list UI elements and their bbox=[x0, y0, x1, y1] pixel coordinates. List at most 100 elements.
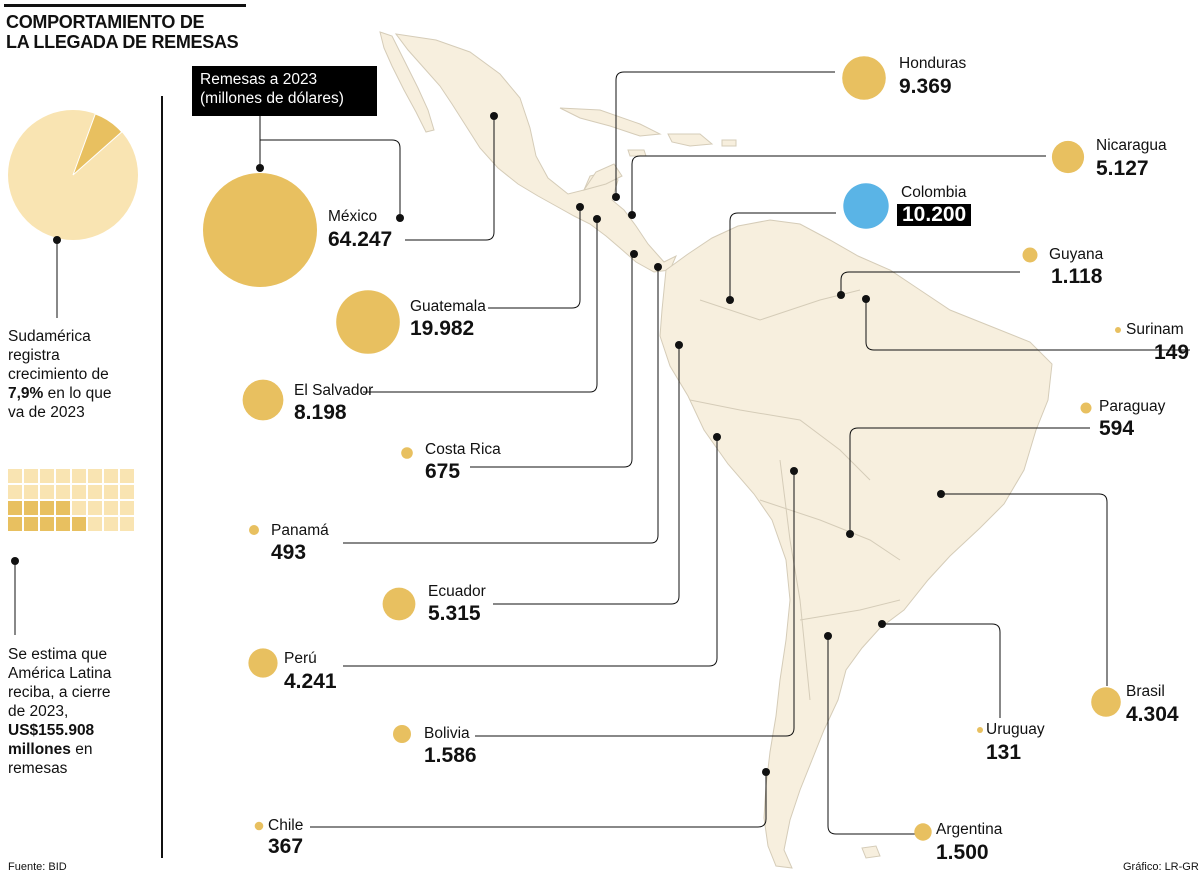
waffle-cell bbox=[40, 485, 54, 499]
pie-note-line4a: en lo que bbox=[47, 385, 112, 402]
bubble-guatemala bbox=[336, 290, 400, 354]
credit-note: Gráfico: LR-GR bbox=[1123, 861, 1199, 873]
leader-surinam bbox=[865, 299, 1190, 351]
leader-mexico bbox=[260, 139, 401, 218]
waffle-cell bbox=[56, 469, 70, 483]
waffle-cell bbox=[120, 517, 134, 531]
pie-leader-dot bbox=[53, 236, 61, 244]
waffle-cell bbox=[8, 501, 22, 515]
waffle-cell bbox=[72, 469, 86, 483]
label-guatemala: Guatemala bbox=[410, 298, 486, 315]
leader-lines bbox=[260, 71, 1190, 835]
value-surinam: 149 bbox=[1154, 341, 1190, 364]
value-honduras: 9.369 bbox=[899, 75, 952, 98]
bubble-elsalvador bbox=[242, 379, 284, 421]
bubble-brasil bbox=[1091, 687, 1121, 717]
waffle-cell bbox=[56, 517, 70, 531]
leader-argentina bbox=[827, 636, 916, 835]
waffle-cell bbox=[88, 517, 102, 531]
value-mexico: 64.247 bbox=[328, 228, 393, 251]
value-guatemala: 19.982 bbox=[410, 317, 475, 340]
leader-chile bbox=[310, 772, 767, 828]
legend-box: Remesas a 2023 (millones de dólares) bbox=[192, 66, 377, 116]
waffle-cell bbox=[72, 501, 86, 515]
waffle-cell bbox=[56, 485, 70, 499]
label-brasil: Brasil bbox=[1126, 683, 1165, 700]
bubble-colombia bbox=[843, 183, 889, 229]
pie-note-line5: va de 2023 bbox=[8, 404, 85, 421]
puerto-rico-shape bbox=[721, 139, 737, 147]
remesas-bubbles bbox=[203, 56, 1121, 841]
value-uruguay: 131 bbox=[986, 741, 1022, 764]
dot-uruguay bbox=[878, 620, 886, 628]
leader-guyana bbox=[840, 271, 1020, 295]
waffle-cell bbox=[104, 469, 118, 483]
value-panama: 493 bbox=[271, 541, 307, 564]
estimate-line3: reciba, a cierre bbox=[8, 684, 111, 701]
dot-guyana bbox=[837, 291, 845, 299]
leader-bolivia bbox=[475, 471, 795, 737]
label-costarica: Costa Rica bbox=[425, 441, 501, 458]
label-colombia: Colombia bbox=[901, 184, 967, 201]
yucatan-shape bbox=[582, 163, 623, 191]
waffle-cell bbox=[8, 485, 22, 499]
waffle-cell bbox=[88, 501, 102, 515]
estimate-line6: remesas bbox=[8, 760, 68, 777]
waffle-cell bbox=[8, 469, 22, 483]
leader-guatemala bbox=[488, 207, 581, 309]
source-note: Fuente: BID bbox=[8, 861, 67, 873]
bubble-bolivia bbox=[393, 725, 411, 743]
waffle-cell bbox=[24, 485, 38, 499]
jamaica-shape bbox=[627, 149, 647, 157]
dot-costarica bbox=[630, 250, 638, 258]
leader-paraguay bbox=[849, 427, 1090, 534]
label-uruguay: Uruguay bbox=[986, 721, 1045, 738]
label-argentina: Argentina bbox=[936, 821, 1003, 838]
dot-chile bbox=[762, 768, 770, 776]
bubble-argentina bbox=[914, 823, 932, 841]
estimate-line2: América Latina bbox=[8, 665, 112, 682]
dot-nicaragua bbox=[628, 211, 636, 219]
falklands-shape bbox=[861, 845, 881, 859]
label-ecuador: Ecuador bbox=[428, 583, 486, 600]
waffle-cell bbox=[120, 501, 134, 515]
estimate-line5: millones en bbox=[8, 740, 111, 759]
label-surinam: Surinam bbox=[1126, 321, 1184, 338]
dot-honduras bbox=[612, 193, 620, 201]
leader-peru bbox=[343, 437, 718, 667]
dot-brasil bbox=[937, 490, 945, 498]
estimate-note: Se estima que América Latina reciba, a c… bbox=[8, 645, 111, 778]
label-elsalvador: El Salvador bbox=[294, 382, 374, 399]
waffle-cell bbox=[120, 469, 134, 483]
label-guyana: Guyana bbox=[1049, 246, 1104, 263]
south-america-shape bbox=[659, 219, 1053, 869]
bubble-panam bbox=[249, 525, 259, 535]
waffle-cell bbox=[88, 469, 102, 483]
value-argentina: 1.500 bbox=[936, 841, 989, 864]
location-dots bbox=[396, 112, 945, 776]
value-colombia: 10.200 bbox=[897, 204, 972, 226]
leader-panama bbox=[343, 267, 659, 544]
leader-elsalvador bbox=[363, 219, 598, 393]
panel-divider bbox=[161, 96, 163, 858]
label-peru: Perú bbox=[284, 650, 317, 667]
legend-connector-dot bbox=[256, 164, 264, 172]
value-ecuador: 5.315 bbox=[428, 602, 481, 625]
estimate-line5a: en bbox=[75, 741, 93, 758]
dot-mexico-city bbox=[396, 214, 404, 222]
pie-note-line4: 7,9% en lo que bbox=[8, 384, 111, 403]
estimate-amount: US$155.908 bbox=[8, 722, 95, 739]
value-peru: 4.241 bbox=[284, 670, 337, 693]
waffle-cell bbox=[104, 501, 118, 515]
bubble-per bbox=[248, 648, 278, 678]
waffle-cell bbox=[24, 517, 38, 531]
leader-uruguay bbox=[882, 623, 1001, 718]
bubble-chile bbox=[254, 821, 264, 831]
waffle-cell bbox=[72, 485, 86, 499]
waffle-leader-dot bbox=[11, 557, 19, 565]
waffle-cell bbox=[56, 501, 70, 515]
bubble-guyana bbox=[1022, 247, 1038, 263]
leader-brasil bbox=[941, 493, 1108, 686]
waffle-cell bbox=[40, 501, 54, 515]
label-honduras: Honduras bbox=[899, 55, 967, 72]
